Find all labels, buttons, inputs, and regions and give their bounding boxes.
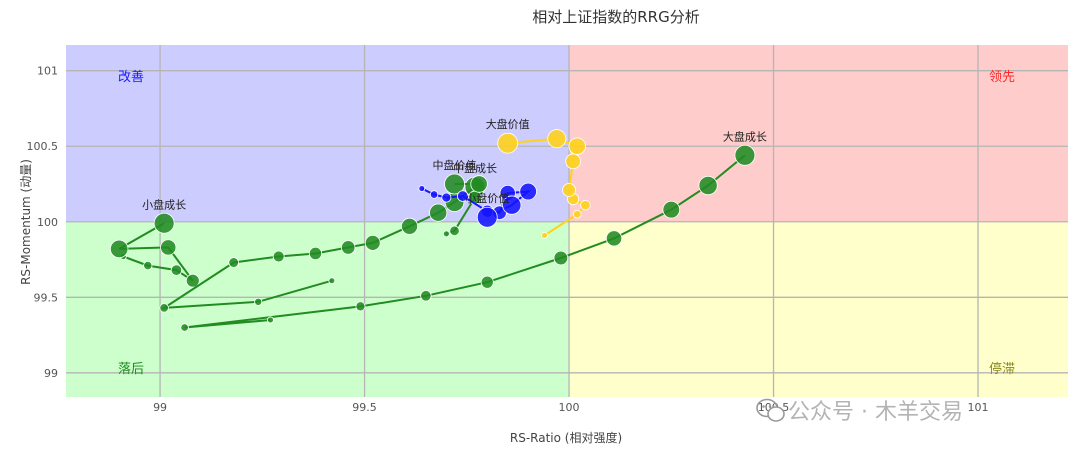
data-point: [160, 239, 177, 256]
data-point: [254, 297, 263, 306]
data-point: [185, 273, 200, 288]
series-label: 小盘成长: [142, 197, 186, 211]
data-point: [401, 217, 419, 235]
quadrant-top-right: [569, 45, 1068, 222]
data-point: [170, 264, 183, 276]
data-point: [328, 277, 336, 285]
data-point: [420, 290, 432, 302]
data-point: [497, 132, 519, 154]
quadrant-label-bottom-left: 落后: [118, 362, 144, 377]
quadrant-top-left: [66, 45, 570, 222]
y-tick-label: 100: [37, 216, 58, 229]
y-axis-title: RS-Momentum (动量): [19, 159, 33, 285]
quadrant-label-bottom-right: 停滞: [989, 361, 1015, 377]
data-point: [734, 144, 756, 166]
data-point: [565, 153, 581, 170]
x-tick-label: 100: [559, 401, 580, 414]
y-tick-label: 99.5: [34, 291, 59, 304]
data-point: [519, 182, 537, 201]
data-point: [568, 137, 586, 155]
data-point: [441, 192, 452, 203]
data-point: [272, 250, 285, 263]
data-point: [340, 240, 356, 255]
data-point: [109, 239, 129, 259]
watermark: 公众号 · 木羊交易: [756, 398, 963, 425]
data-point: [547, 129, 567, 149]
data-point: [442, 230, 450, 238]
data-point: [480, 275, 494, 289]
data-point: [429, 190, 439, 199]
x-tick-label: 101: [968, 401, 989, 414]
data-point: [457, 190, 469, 202]
series-label: 中盘价值: [433, 158, 477, 172]
wechat-icon: [756, 398, 785, 422]
data-point: [449, 225, 460, 237]
data-point: [180, 323, 189, 332]
data-point: [418, 185, 426, 192]
data-point: [562, 183, 576, 197]
y-tick-label: 101: [37, 65, 58, 78]
data-point: [662, 200, 681, 219]
data-point: [470, 175, 488, 193]
data-point: [502, 195, 522, 215]
data-point: [429, 203, 448, 222]
data-point: [444, 173, 465, 195]
data-point: [355, 301, 366, 312]
series-4: [418, 182, 537, 228]
series-label: 大盘价值: [486, 117, 530, 131]
x-tick-label: 99: [153, 401, 167, 414]
series-label: 中盘成长: [453, 161, 497, 175]
data-point: [267, 316, 274, 324]
data-point: [580, 199, 591, 211]
chart-title: 相对上证指数的RRG分析: [532, 8, 699, 26]
quadrant-label-top-left: 改善: [118, 69, 144, 85]
data-point: [143, 260, 153, 271]
series-5: [497, 129, 591, 239]
data-point: [541, 231, 548, 239]
data-point: [153, 212, 175, 234]
series-2: [180, 144, 756, 332]
quadrant-bottom-right: [569, 221, 1068, 397]
series-line: [184, 154, 746, 329]
data-point: [698, 175, 718, 196]
series-label: 小盘价值: [465, 191, 509, 205]
series-label: 大盘成长: [723, 129, 767, 143]
series-layer: [109, 129, 756, 332]
quadrant-label-top-right: 领先: [989, 70, 1015, 85]
data-point: [605, 230, 623, 247]
data-point: [476, 206, 498, 228]
data-point: [572, 209, 582, 219]
data-point: [159, 303, 169, 313]
watermark-text: 公众号 · 木羊交易: [788, 400, 963, 425]
series-0: [109, 212, 200, 288]
data-point: [553, 250, 569, 266]
quadrant-layer: [66, 45, 1068, 397]
data-point: [364, 235, 381, 251]
x-tick-label: 99.5: [352, 401, 377, 414]
data-point: [228, 257, 239, 268]
y-tick-label: 99: [44, 367, 58, 380]
x-axis-title: RS-Ratio (相对强度): [510, 430, 622, 445]
data-point: [308, 246, 323, 261]
y-tick-label: 100.5: [27, 140, 59, 153]
